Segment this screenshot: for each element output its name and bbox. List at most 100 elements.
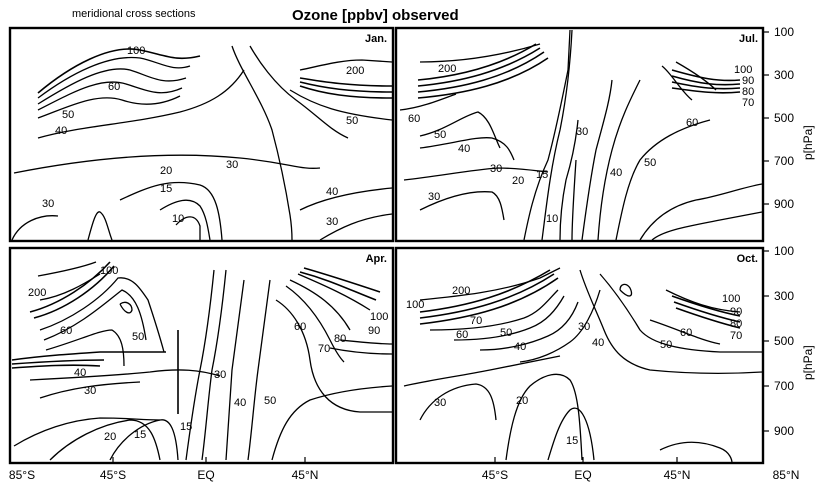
- contour-label: 15: [180, 421, 192, 433]
- contour-label: 30: [226, 159, 238, 171]
- x-tick-label: EQ: [574, 468, 591, 482]
- contour-label: 50: [434, 129, 446, 141]
- contour-label: 30: [214, 369, 226, 381]
- contour-label: 60: [60, 325, 72, 337]
- y-tick-label: 900: [774, 197, 794, 211]
- contour-label: 30: [490, 163, 502, 175]
- y-tick-label: 300: [774, 68, 794, 82]
- contour-label: 40: [74, 367, 86, 379]
- isolines-apr: [11, 261, 393, 461]
- contour-label: 80: [730, 318, 742, 330]
- contour-label: 30: [428, 191, 440, 203]
- contour-label: 40: [514, 341, 526, 353]
- isolines-oct: [403, 267, 763, 464]
- contour-labels-oct: 200 100 70 60 50 40 30 40 30 20 15 50 60…: [406, 285, 742, 447]
- panel-frame-jul: [394, 26, 765, 243]
- panel-frame-oct: [394, 246, 765, 465]
- contour-label: 30: [434, 397, 446, 409]
- contour-label: 40: [55, 125, 67, 137]
- contour-label: 50: [264, 395, 276, 407]
- contour-label: 15: [536, 169, 548, 181]
- x-tick-label: 85°S: [9, 468, 35, 482]
- contour-label: 70: [318, 343, 330, 355]
- contour-label: 30: [578, 321, 590, 333]
- isolines-jul: [399, 29, 763, 241]
- month-label-jul: Jul.: [739, 33, 758, 45]
- month-label-jan: Jan.: [365, 33, 387, 45]
- y-tick-label: 700: [774, 154, 794, 168]
- contour-label: 200: [452, 285, 470, 297]
- contour-label: 20: [516, 395, 528, 407]
- contour-label: 40: [326, 186, 338, 198]
- contour-label: 20: [104, 431, 116, 443]
- y-tick-label: 700: [774, 379, 794, 393]
- contour-label: 100: [722, 293, 740, 305]
- contour-label: 80: [742, 86, 754, 98]
- contour-label: 40: [610, 167, 622, 179]
- contour-label: 15: [134, 429, 146, 441]
- contour-label: 90: [368, 325, 380, 337]
- contour-label: 100: [100, 265, 118, 277]
- contour-label: 70: [470, 315, 482, 327]
- y-tick-label: 900: [774, 424, 794, 438]
- contour-label: 40: [458, 143, 470, 155]
- contour-label: 20: [160, 165, 172, 177]
- contour-label: 100: [370, 311, 388, 323]
- contour-label: 30: [84, 385, 96, 397]
- y-axis-label: p[hPa]: [801, 125, 815, 160]
- contour-label: 10: [172, 213, 184, 225]
- contour-label: 100: [734, 64, 752, 76]
- contour-label: 20: [512, 175, 524, 187]
- contour-label: 60: [294, 321, 306, 333]
- y-tick-label: 500: [774, 334, 794, 348]
- contour-label: 100: [127, 45, 145, 57]
- contour-label: 60: [456, 329, 468, 341]
- contour-label: 200: [28, 287, 46, 299]
- x-tick-label: 45°S: [100, 468, 126, 482]
- x-tick-label: 85°N: [773, 468, 800, 482]
- contour-label: 60: [686, 117, 698, 129]
- panel-frame-jan: [8, 26, 395, 243]
- contour-label: 50: [346, 115, 358, 127]
- x-tick-label: 45°N: [664, 468, 691, 482]
- y-axis-label: p[hPa]: [801, 345, 815, 380]
- contour-label: 200: [346, 65, 364, 77]
- contour-label: 10: [546, 213, 558, 225]
- figure-title: Ozone [ppbv] observed: [292, 7, 459, 24]
- contour-label: 40: [234, 397, 246, 409]
- y-tick-label: 100: [774, 25, 794, 39]
- contour-label: 40: [592, 337, 604, 349]
- x-axis-ticks-marks: [112, 457, 678, 463]
- panel-frame-apr: [8, 246, 395, 465]
- y-tick-label: 500: [774, 111, 794, 125]
- y-axis-ticks-marks: [763, 31, 769, 432]
- x-tick-label: EQ: [197, 468, 214, 482]
- contour-label: 90: [742, 75, 754, 87]
- contour-label: 50: [62, 109, 74, 121]
- contour-label: 50: [660, 339, 672, 351]
- contour-label: 15: [566, 435, 578, 447]
- contour-labels-apr: 100 200 60 50 40 30 30 40 50 20 15 15 60…: [28, 265, 388, 443]
- contour-labels-jul: 200 60 50 40 30 30 20 15 10 30 40 50 60 …: [408, 63, 754, 225]
- contour-label: 60: [680, 327, 692, 339]
- contour-label: 80: [334, 333, 346, 345]
- y-tick-label: 300: [774, 289, 794, 303]
- contour-label: 60: [108, 81, 120, 93]
- contour-label: 90: [730, 306, 742, 318]
- contour-label: 50: [644, 157, 656, 169]
- contour-label: 70: [730, 330, 742, 342]
- isolines-jan: [11, 45, 393, 241]
- contour-label: 30: [326, 216, 338, 228]
- contour-label: 50: [500, 327, 512, 339]
- contour-label: 70: [742, 97, 754, 109]
- month-label-oct: Oct.: [737, 253, 758, 265]
- contour-labels-jan: 100 60 50 40 30 20 15 10 30 200 50 40 30: [42, 45, 364, 228]
- y-tick-label: 100: [774, 244, 794, 258]
- figure-caption: meridional cross sections: [72, 8, 196, 20]
- contour-label: 60: [408, 113, 420, 125]
- contour-label: 200: [438, 63, 456, 75]
- contour-label: 15: [160, 183, 172, 195]
- x-tick-label: 45°N: [292, 468, 319, 482]
- contour-label: 30: [42, 198, 54, 210]
